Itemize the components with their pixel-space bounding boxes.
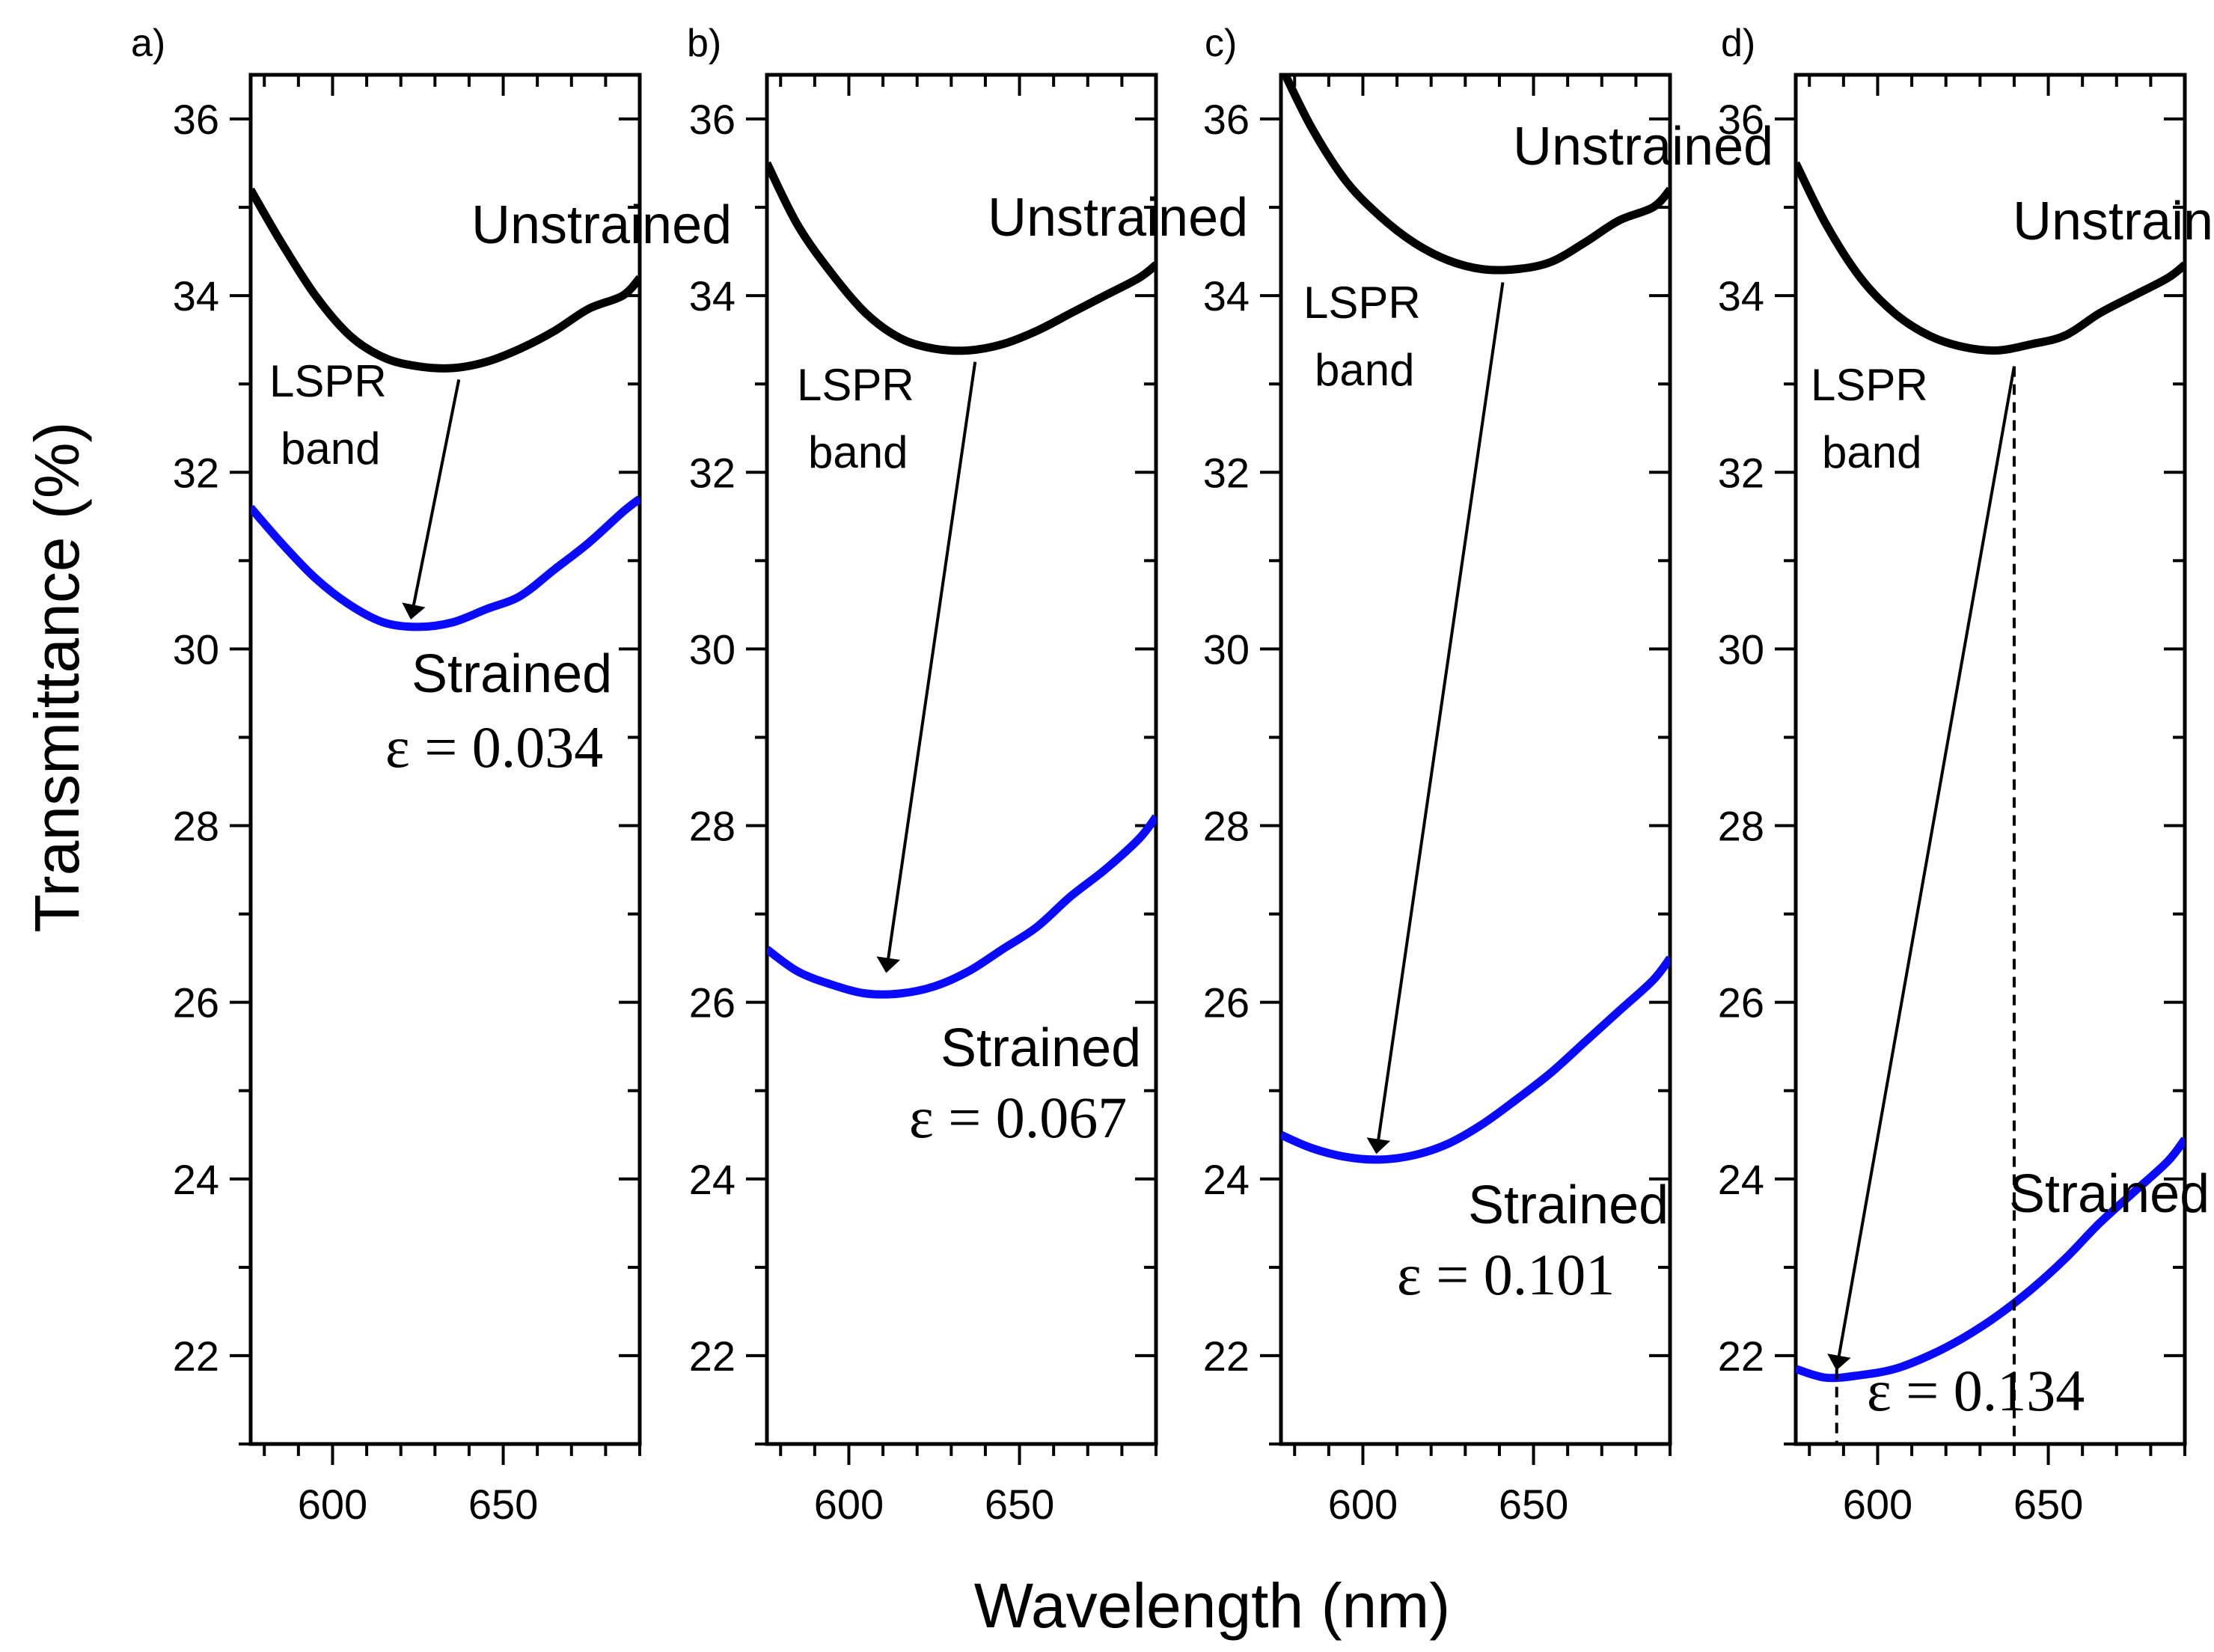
panel-label: c) [1205,22,1237,65]
panels: a) 22 24 26 28 30 32 34 36 600 650 Unstrained LSPR ba… [131,22,2214,1528]
strained-label: Strained [2009,1164,2210,1224]
x-tick-label: 650 [985,1481,1054,1528]
plot-frame [765,73,1158,1446]
strained-label: Strained [412,644,612,704]
x-tick-label: 600 [1843,1481,1912,1528]
y-tick-label: 36 [1718,96,1764,143]
plot-frame [1793,73,2187,1446]
x-tick-label: 650 [468,1481,538,1528]
y-tick-label: 32 [1718,449,1764,496]
y-tick-label: 24 [173,1156,219,1203]
y-tick-label: 24 [1203,1156,1250,1203]
y-tick-label: 24 [1718,1156,1764,1203]
unstrained-label: Unstrained [1513,117,1773,177]
band-label: band [808,427,908,477]
axes: 22 24 26 28 30 32 34 36 600 650 [1718,75,2186,1528]
lspr-label: LSPR [797,360,914,410]
y-tick-label: 24 [689,1156,736,1203]
shift-arrow [1827,366,2016,1371]
x-tick-label: 650 [2013,1481,2083,1528]
y-tick-label: 28 [1718,803,1764,850]
y-tick-label: 30 [1718,625,1764,673]
lspr-label: LSPR [269,356,387,406]
unstrained-label: Unstrained [988,188,1248,248]
panel-3: c) 22 24 26 28 30 32 34 36 600 650 Unstrained LSPR ba… [1203,22,1773,1528]
y-tick-label: 30 [1203,625,1250,673]
y-tick-label: 34 [1718,272,1764,319]
y-tick-label: 22 [173,1333,219,1380]
strain-value: ε = 0.134 [1867,1358,2085,1423]
y-tick-label: 28 [173,803,219,850]
panel-4: d) 22 24 26 28 30 32 34 36 600 650 Unstrained LSPR ba… [1718,22,2214,1528]
x-axis-label: Wavelength (nm) [974,1570,1450,1641]
y-tick-label: 26 [173,979,219,1027]
band-label: band [1822,427,1921,477]
y-tick-label: 26 [1203,979,1250,1027]
series-line-strained [1796,1136,2185,1383]
y-tick-label: 34 [689,272,736,319]
panel-1: a) 22 24 26 28 30 32 34 36 600 650 Unstrained LSPR ba… [131,22,732,1528]
x-tick-label: 600 [298,1481,367,1528]
y-tick-label: 26 [689,979,736,1027]
band-label: band [281,423,380,474]
axes: 22 24 26 28 30 32 34 36 600 650 [689,75,1158,1528]
series-line-strained [1281,955,1670,1164]
series-line-unstrained [767,161,1156,355]
plot-frame [248,73,642,1446]
y-tick-label: 30 [689,625,736,673]
strain-value: ε = 0.101 [1397,1242,1615,1307]
y-tick-label: 32 [689,449,736,496]
shift-arrow [1366,282,1505,1154]
y-tick-label: 26 [1718,979,1764,1027]
y-tick-label: 28 [1203,803,1250,850]
lspr-label: LSPR [1811,360,1928,410]
panel-label: b) [687,22,721,65]
y-tick-label: 32 [173,449,219,496]
strained-label: Strained [941,1018,1141,1078]
lspr-label: LSPR [1303,278,1421,328]
y-tick-label: 22 [1718,1333,1764,1380]
y-tick-label: 30 [173,625,219,673]
x-tick-label: 600 [1328,1481,1398,1528]
y-tick-label: 34 [173,272,219,319]
strained-label: Strained [1468,1175,1669,1235]
plot-frame [1279,73,1672,1446]
series-line-unstrained [1796,161,2185,355]
y-tick-label: 28 [689,803,736,850]
y-tick-label: 22 [1203,1333,1250,1380]
axes: 22 24 26 28 30 32 34 36 600 650 [1203,75,1672,1528]
panel-label: d) [1721,22,1755,65]
series-line-unstrained [251,187,640,373]
strain-value: ε = 0.067 [909,1085,1127,1150]
panel-label: a) [131,22,165,65]
y-tick-label: 22 [689,1333,736,1380]
shift-arrow [876,361,977,973]
unstrained-label: Unstrained [471,195,732,255]
y-tick-label: 34 [1203,272,1250,319]
series-line-strained [251,495,640,631]
axes: 22 24 26 28 30 32 34 36 600 650 [173,75,641,1528]
panel-2: b) 22 24 26 28 30 32 34 36 600 650 Unstrained LSPR ba… [687,22,1248,1528]
band-label: band [1315,345,1414,395]
y-tick-label: 36 [689,96,736,143]
x-tick-label: 600 [814,1481,884,1528]
shift-arrow [402,379,461,620]
strain-value: ε = 0.034 [385,715,603,780]
x-tick-label: 650 [1499,1481,1568,1528]
y-tick-label: 32 [1203,449,1250,496]
series-line-unstrained [1281,75,1670,275]
y-tick-label: 36 [173,96,219,143]
y-axis-label: Transmittance (%) [22,421,92,932]
series-line-strained [767,814,1156,999]
y-tick-label: 36 [1203,96,1250,143]
unstrained-label: Unstrained [2013,192,2214,251]
